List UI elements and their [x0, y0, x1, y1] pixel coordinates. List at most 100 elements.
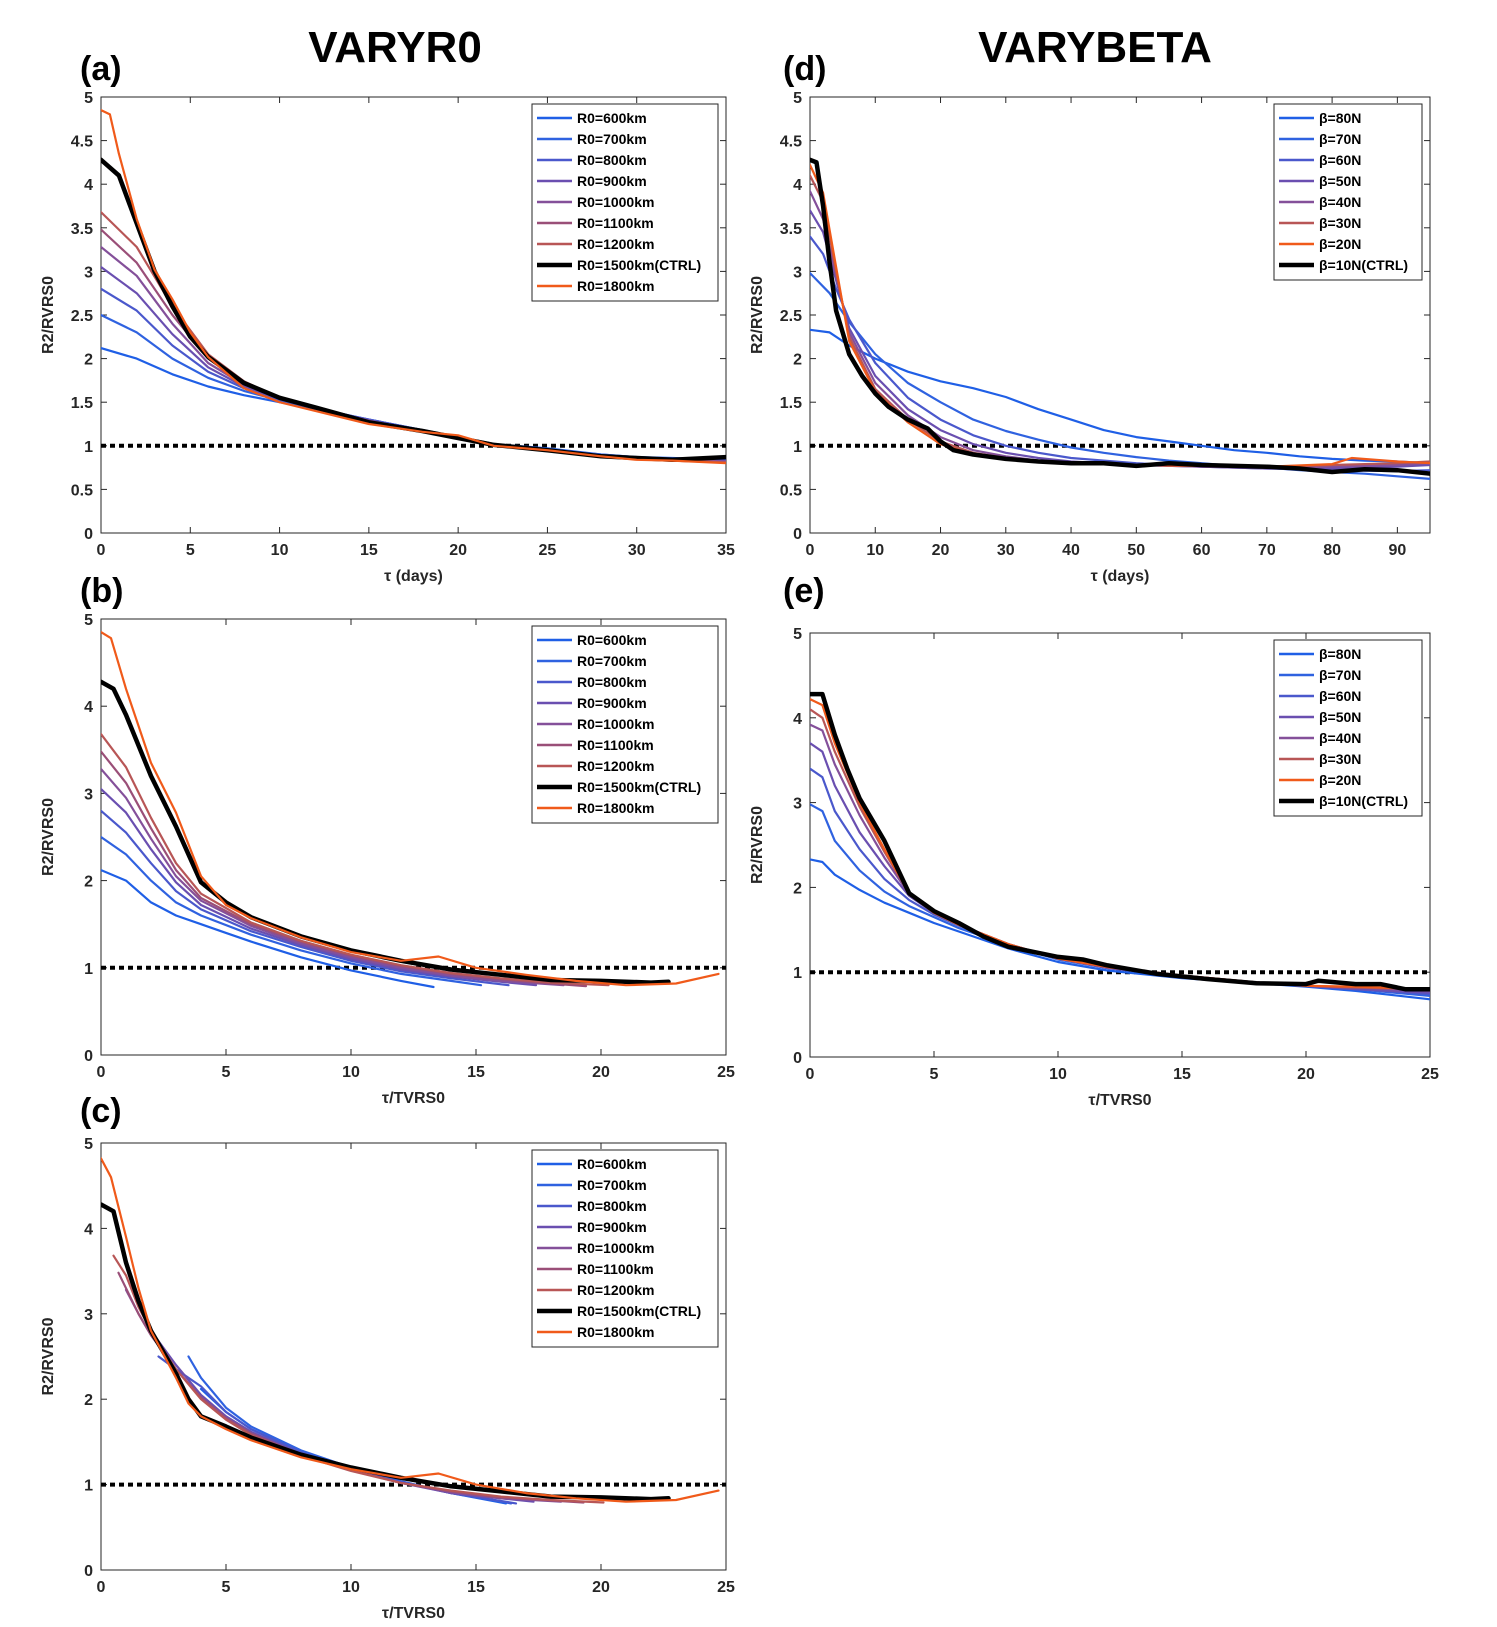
panel-label-b: (b): [80, 572, 123, 610]
x-axis-label: τ (days): [384, 568, 443, 585]
panel-label-d: (d): [783, 50, 826, 88]
legend-box: [1273, 103, 1423, 281]
y-axis-label: R2/RVRS0: [749, 276, 766, 354]
column-title-varybeta: VARYBETA: [978, 23, 1212, 72]
series-line: [101, 809, 510, 987]
legend-label: R0=900km: [577, 695, 647, 711]
x-axis-label: τ/TVRS0: [382, 1090, 445, 1107]
x-tick-label: 10: [342, 1579, 360, 1596]
legend-label: β=20N: [1319, 236, 1361, 252]
legend-label: R0=600km: [577, 110, 647, 126]
x-tick-label: 15: [360, 542, 378, 559]
series-group: [101, 630, 720, 989]
x-tick-label: 15: [467, 1064, 485, 1081]
x-tick-label: 15: [467, 1579, 485, 1596]
series-line: [101, 835, 483, 987]
y-tick-label: 3: [793, 796, 802, 813]
y-tick-label: 4: [793, 711, 802, 728]
y-tick-label: 2: [84, 1392, 93, 1409]
x-tick-label: 5: [222, 1579, 231, 1596]
y-tick-label: 3: [84, 786, 93, 803]
legend-label: R0=1500km(CTRL): [577, 779, 701, 795]
x-tick-label: 25: [1421, 1066, 1439, 1083]
series-group: [810, 691, 1430, 1001]
y-tick-label: 4: [793, 177, 802, 194]
legend-label: β=80N: [1319, 110, 1361, 126]
series-group: [101, 1157, 720, 1505]
y-tick-label: 2: [84, 874, 93, 891]
x-tick-label: 50: [1127, 542, 1145, 559]
y-tick-label: 1: [793, 965, 802, 982]
x-tick-label: 30: [628, 542, 646, 559]
chart-panel-d: 0 10 20 30 40 50 60 70 80 90 0 0.5 1 1.5 2 2.5 3 3.5 4 4.5 5…: [749, 90, 1431, 585]
legend-label: R0=700km: [577, 1177, 647, 1193]
series-line: [810, 157, 1430, 476]
legend-label: β=40N: [1319, 730, 1361, 746]
legend-label: R0=900km: [577, 173, 647, 189]
x-tick-label: 60: [1193, 542, 1211, 559]
y-tick-label: 1.5: [780, 395, 802, 412]
legend-label: R0=1000km: [577, 194, 654, 210]
chart-panel-a: 0 5 10 15 20 25 30 35 0 0.5 1 1.5 2 2.5 3 3.5 4 4.5 5 τ (da…: [40, 90, 735, 585]
legend-label: R0=1800km: [577, 278, 654, 294]
legend-label: R0=700km: [577, 131, 647, 147]
legend-label: R0=1800km: [577, 800, 654, 816]
legend-label: β=70N: [1319, 131, 1361, 147]
x-tick-label: 10: [271, 542, 289, 559]
y-tick-label: 5: [84, 612, 93, 629]
series-group: [810, 157, 1430, 480]
legend-label: R0=800km: [577, 674, 647, 690]
legend-label: β=80N: [1319, 646, 1361, 662]
chart-panel-e: 0 5 10 15 20 25 0 1 2 3 4 5 τ/TVRS0 R2/RVRS0 β=80N β=70…: [749, 626, 1439, 1109]
series-line: [810, 691, 1430, 992]
legend-label: R0=1100km: [577, 1261, 654, 1277]
y-tick-label: 3: [84, 1307, 93, 1324]
y-tick-label: 4.5: [780, 134, 802, 151]
legend-label: R0=700km: [577, 653, 647, 669]
x-tick-label: 90: [1388, 542, 1406, 559]
x-tick-label: 0: [806, 542, 815, 559]
x-tick-label: 40: [1062, 542, 1080, 559]
x-tick-label: 20: [932, 542, 950, 559]
column-title-varyr0: VARYR0: [308, 23, 482, 72]
x-tick-label: 35: [717, 542, 735, 559]
series-line: [101, 767, 565, 987]
legend-label: R0=1200km: [577, 758, 654, 774]
x-tick-label: 0: [97, 542, 106, 559]
x-tick-label: 70: [1258, 542, 1276, 559]
y-tick-label: 2.5: [780, 308, 802, 325]
x-tick-label: 25: [539, 542, 557, 559]
x-tick-label: 20: [592, 1064, 610, 1081]
x-tick-label: 10: [1049, 1066, 1067, 1083]
x-tick-label: 25: [717, 1064, 735, 1081]
legend-label: R0=1200km: [577, 236, 654, 252]
y-tick-label: 3.5: [780, 221, 802, 238]
legend-label: β=60N: [1319, 688, 1361, 704]
panel-label-c: (c): [80, 1092, 122, 1130]
x-tick-label: 20: [449, 542, 467, 559]
x-tick-label: 5: [930, 1066, 939, 1083]
y-tick-label: 5: [793, 626, 802, 643]
legend-label: R0=800km: [577, 152, 647, 168]
legend-label: β=20N: [1319, 772, 1361, 788]
y-tick-label: 4.5: [71, 134, 93, 151]
chart-panel-c: 0 5 10 15 20 25 0 1 2 3 4 5 τ/TVRS0 R2/RVRS0 R0=600km R…: [40, 1136, 735, 1622]
y-tick-label: 0: [793, 1050, 802, 1067]
x-tick-label: 0: [97, 1579, 106, 1596]
panel-label-a: (a): [80, 50, 122, 88]
y-tick-label: 3: [793, 264, 802, 281]
y-tick-label: 4: [84, 177, 93, 194]
x-tick-label: 20: [1297, 1066, 1315, 1083]
y-tick-label: 2: [793, 352, 802, 369]
x-tick-label: 5: [222, 1064, 231, 1081]
x-axis-label: τ (days): [1091, 568, 1150, 585]
series-line: [101, 630, 720, 987]
y-axis-label: R2/RVRS0: [749, 806, 766, 884]
y-tick-label: 0.5: [780, 482, 802, 499]
legend-label: R0=1500km(CTRL): [577, 1303, 701, 1319]
y-tick-label: 2.5: [71, 308, 93, 325]
y-tick-label: 0.5: [71, 482, 93, 499]
y-tick-label: 5: [793, 90, 802, 107]
y-tick-label: 1.5: [71, 395, 93, 412]
